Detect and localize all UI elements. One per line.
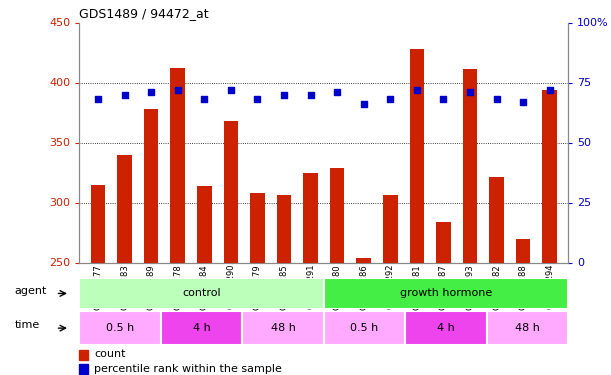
Bar: [487, 311, 568, 345]
Point: [412, 87, 422, 93]
Point: [252, 96, 262, 102]
Bar: [405, 311, 487, 345]
Bar: [516, 238, 530, 262]
Text: GDS1489 / 94472_at: GDS1489 / 94472_at: [79, 7, 209, 20]
Bar: [144, 109, 158, 262]
Bar: [303, 172, 318, 262]
Text: 4 h: 4 h: [437, 323, 455, 333]
Bar: [117, 154, 132, 262]
Point: [279, 92, 289, 98]
Bar: [436, 222, 451, 262]
Point: [518, 99, 528, 105]
Point: [146, 89, 156, 95]
Point: [173, 87, 183, 93]
Bar: [250, 193, 265, 262]
Text: 0.5 h: 0.5 h: [351, 323, 379, 333]
Point: [306, 92, 315, 98]
Point: [465, 89, 475, 95]
Text: 4 h: 4 h: [192, 323, 211, 333]
Text: 48 h: 48 h: [271, 323, 296, 333]
Bar: [170, 68, 185, 262]
Bar: [79, 278, 324, 309]
Text: time: time: [14, 320, 40, 330]
Bar: [324, 311, 405, 345]
Bar: [161, 311, 243, 345]
Bar: [330, 168, 345, 262]
Bar: [224, 121, 238, 262]
Bar: [79, 364, 88, 374]
Bar: [409, 49, 424, 262]
Bar: [79, 350, 88, 360]
Point: [93, 96, 103, 102]
Point: [386, 96, 395, 102]
Bar: [383, 195, 398, 262]
Bar: [324, 278, 568, 309]
Text: count: count: [94, 350, 126, 360]
Point: [226, 87, 236, 93]
Bar: [197, 186, 211, 262]
Point: [545, 87, 555, 93]
Point: [439, 96, 448, 102]
Bar: [79, 311, 161, 345]
Bar: [463, 69, 477, 262]
Bar: [90, 184, 105, 262]
Bar: [543, 90, 557, 262]
Text: 48 h: 48 h: [515, 323, 540, 333]
Point: [332, 89, 342, 95]
Bar: [243, 311, 324, 345]
Point: [199, 96, 209, 102]
Bar: [489, 177, 504, 262]
Point: [492, 96, 502, 102]
Text: agent: agent: [14, 286, 46, 296]
Bar: [277, 195, 291, 262]
Point: [359, 101, 368, 107]
Text: percentile rank within the sample: percentile rank within the sample: [94, 363, 282, 374]
Point: [120, 92, 130, 98]
Bar: [356, 258, 371, 262]
Text: growth hormone: growth hormone: [400, 288, 492, 298]
Text: control: control: [182, 288, 221, 298]
Text: 0.5 h: 0.5 h: [106, 323, 134, 333]
